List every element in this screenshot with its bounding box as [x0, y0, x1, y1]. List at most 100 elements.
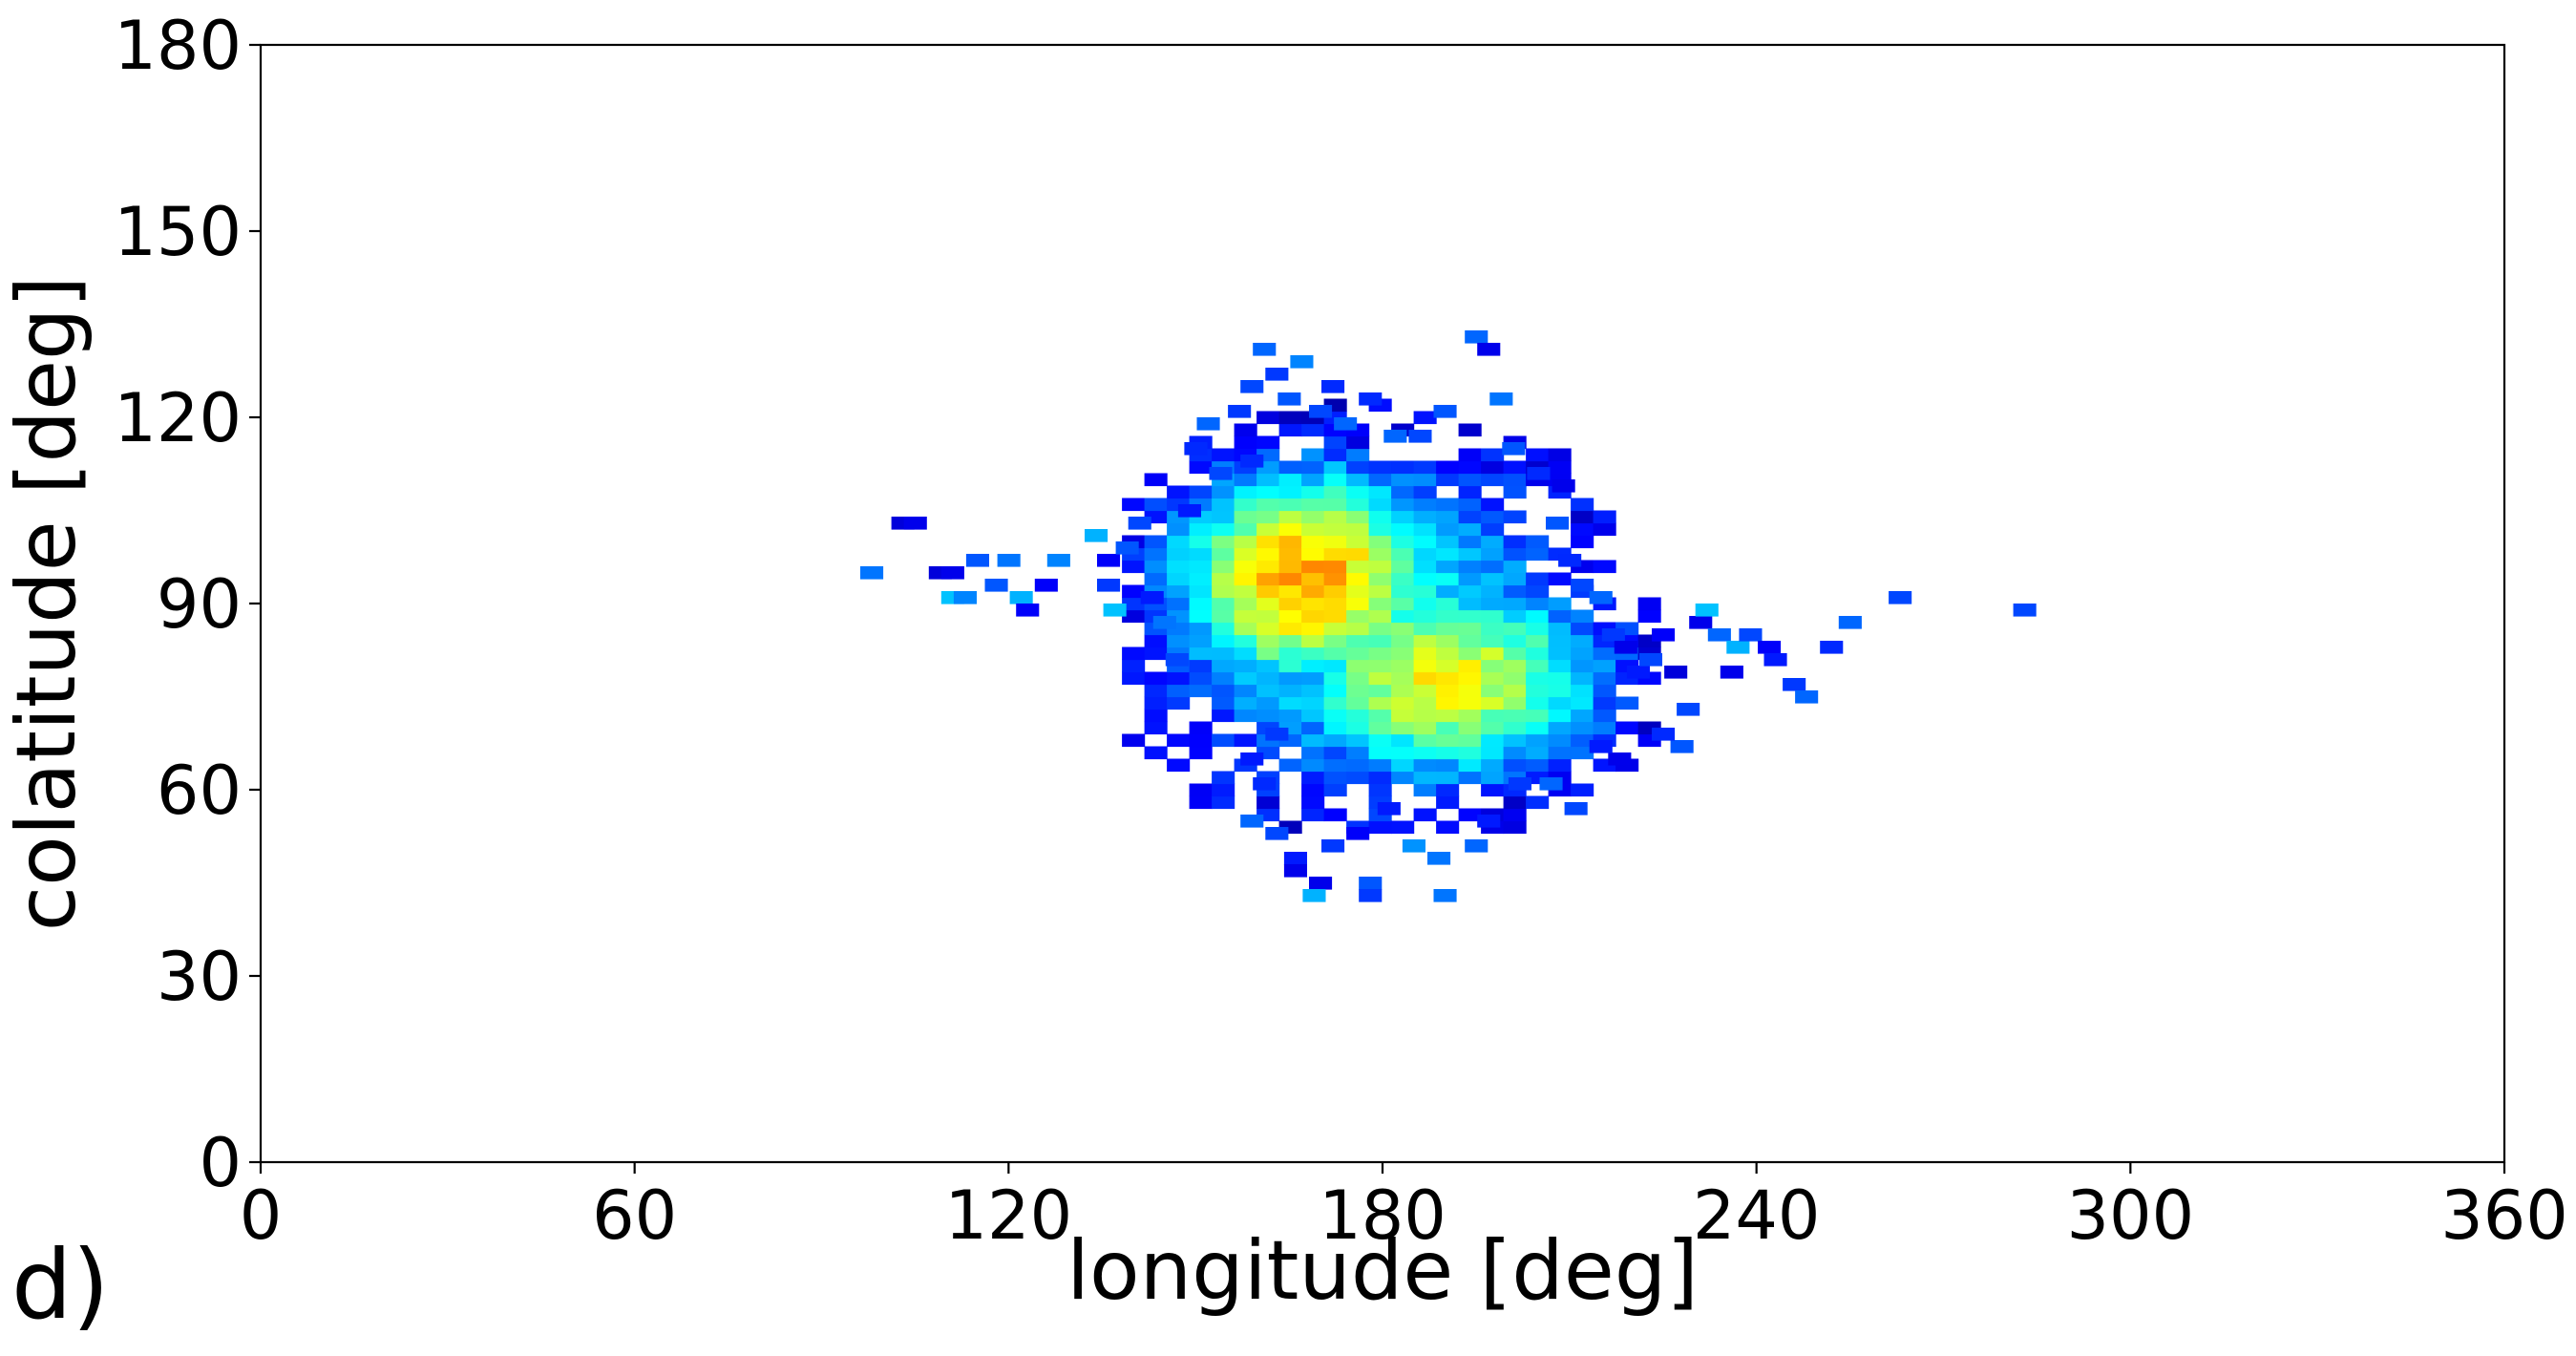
heatmap-cell [1458, 622, 1482, 636]
heatmap-cell [1548, 758, 1572, 773]
heatmap-cell [1323, 460, 1347, 475]
heatmap-cell [1503, 535, 1527, 549]
heatmap-cell [1212, 535, 1235, 549]
heatmap-cell [1526, 547, 1550, 561]
heatmap-cell [1391, 609, 1415, 624]
heatmap-cell [1256, 498, 1280, 512]
heatmap-cell [1739, 628, 1763, 642]
heatmap-cell [1144, 634, 1168, 648]
heatmap-cell [903, 517, 927, 530]
heatmap-cell [1436, 510, 1460, 524]
heatmap-cell [1413, 411, 1437, 425]
heatmap-cell [1436, 783, 1460, 797]
heatmap-cell [1526, 721, 1550, 735]
heatmap-cell [1189, 684, 1213, 698]
heatmap-cell [1391, 622, 1415, 636]
heatmap-cell [1481, 609, 1505, 624]
heatmap-cell [1677, 703, 1700, 716]
x-tick-label: 360 [2440, 1176, 2568, 1255]
heatmap-cell [1301, 510, 1325, 524]
heatmap-cell [1593, 659, 1616, 673]
heatmap-cell [1323, 584, 1347, 599]
heatmap-cell [1278, 510, 1302, 524]
heatmap-cell [1368, 584, 1392, 599]
heatmap-cell [1152, 616, 1176, 629]
heatmap-cell [1481, 709, 1505, 723]
heatmap-cell [1323, 622, 1347, 636]
heatmap-cell [1189, 560, 1213, 574]
heatmap-cell [1413, 460, 1437, 475]
heatmap-cell [1256, 795, 1280, 810]
heatmap-cell [1638, 653, 1662, 667]
heatmap-cell [1548, 709, 1572, 723]
heatmap-cell [1481, 460, 1505, 475]
y-axis-label: colatitude [deg] [0, 276, 95, 931]
heatmap-cell [1436, 771, 1460, 785]
heatmap-cell [1301, 659, 1325, 673]
heatmap-cell [1184, 442, 1208, 456]
heatmap-cell [1391, 659, 1415, 673]
heatmap-cell [1458, 709, 1482, 723]
heatmap-cell [1413, 758, 1437, 773]
heatmap-cell [1234, 547, 1257, 561]
heatmap-cell [1368, 733, 1392, 748]
heatmap-cell [1278, 646, 1302, 661]
heatmap-cell [1368, 535, 1392, 549]
heatmap-cell [1503, 510, 1527, 524]
heatmap-cell [1323, 696, 1347, 710]
heatmap-cell [1481, 659, 1505, 673]
heatmap-cell [1539, 777, 1563, 791]
heatmap-cell [1413, 572, 1437, 586]
heatmap-cell [1368, 646, 1392, 661]
heatmap-cell [1278, 709, 1302, 723]
heatmap-cell [1301, 473, 1325, 487]
heatmap-cell [1301, 721, 1325, 735]
heatmap-cell [1413, 808, 1437, 822]
heatmap-cell [1465, 330, 1489, 344]
heatmap-cell [1391, 746, 1415, 760]
heatmap-cell [1278, 634, 1302, 648]
heatmap-cell [1122, 646, 1146, 661]
heatmap-cell [1240, 815, 1264, 828]
heatmap-cell [1546, 517, 1570, 530]
heatmap-cell [1413, 597, 1437, 611]
heatmap-cell [1144, 560, 1168, 574]
heatmap-cell [1323, 498, 1347, 512]
heatmap-cell [1144, 572, 1168, 586]
heatmap-cell [1548, 746, 1572, 760]
heatmap-cell [1189, 584, 1213, 599]
heatmap-cell [1502, 442, 1526, 456]
heatmap-cell [1167, 572, 1191, 586]
heatmap-cell [1503, 646, 1527, 661]
heatmap-cell [1413, 622, 1437, 636]
heatmap-cell [1413, 560, 1437, 574]
heatmap-cell [1346, 597, 1370, 611]
heatmap-cell [1458, 758, 1482, 773]
heatmap-cell [1256, 597, 1280, 611]
heatmap-cell [1122, 597, 1146, 611]
heatmap-cell [1571, 622, 1594, 636]
heatmap-cell [1458, 733, 1482, 748]
heatmap-cell [1458, 510, 1482, 524]
heatmap-cell [1144, 671, 1168, 686]
heatmap-cell [1122, 733, 1146, 748]
heatmap-cell [1290, 355, 1314, 369]
heatmap-cell [1144, 696, 1168, 710]
heatmap-cell [1346, 634, 1370, 648]
heatmap-cell [1820, 641, 1844, 654]
heatmap-cell [1368, 460, 1392, 475]
heatmap-cell [1436, 671, 1460, 686]
heatmap-cell [1589, 591, 1613, 604]
heatmap-cell [1256, 535, 1280, 549]
heatmap-cell [1278, 684, 1302, 698]
heatmap-cell [1301, 696, 1325, 710]
heatmap-cell [1571, 733, 1594, 748]
heatmap-cell [1481, 771, 1505, 785]
heatmap-cell [1234, 634, 1257, 648]
heatmap-cell [1571, 579, 1594, 592]
heatmap-cell [1334, 417, 1358, 431]
heatmap-cell [1189, 522, 1213, 537]
heatmap-cell [1391, 696, 1415, 710]
heatmap-cell [1526, 758, 1550, 773]
heatmap-cell [1346, 659, 1370, 673]
